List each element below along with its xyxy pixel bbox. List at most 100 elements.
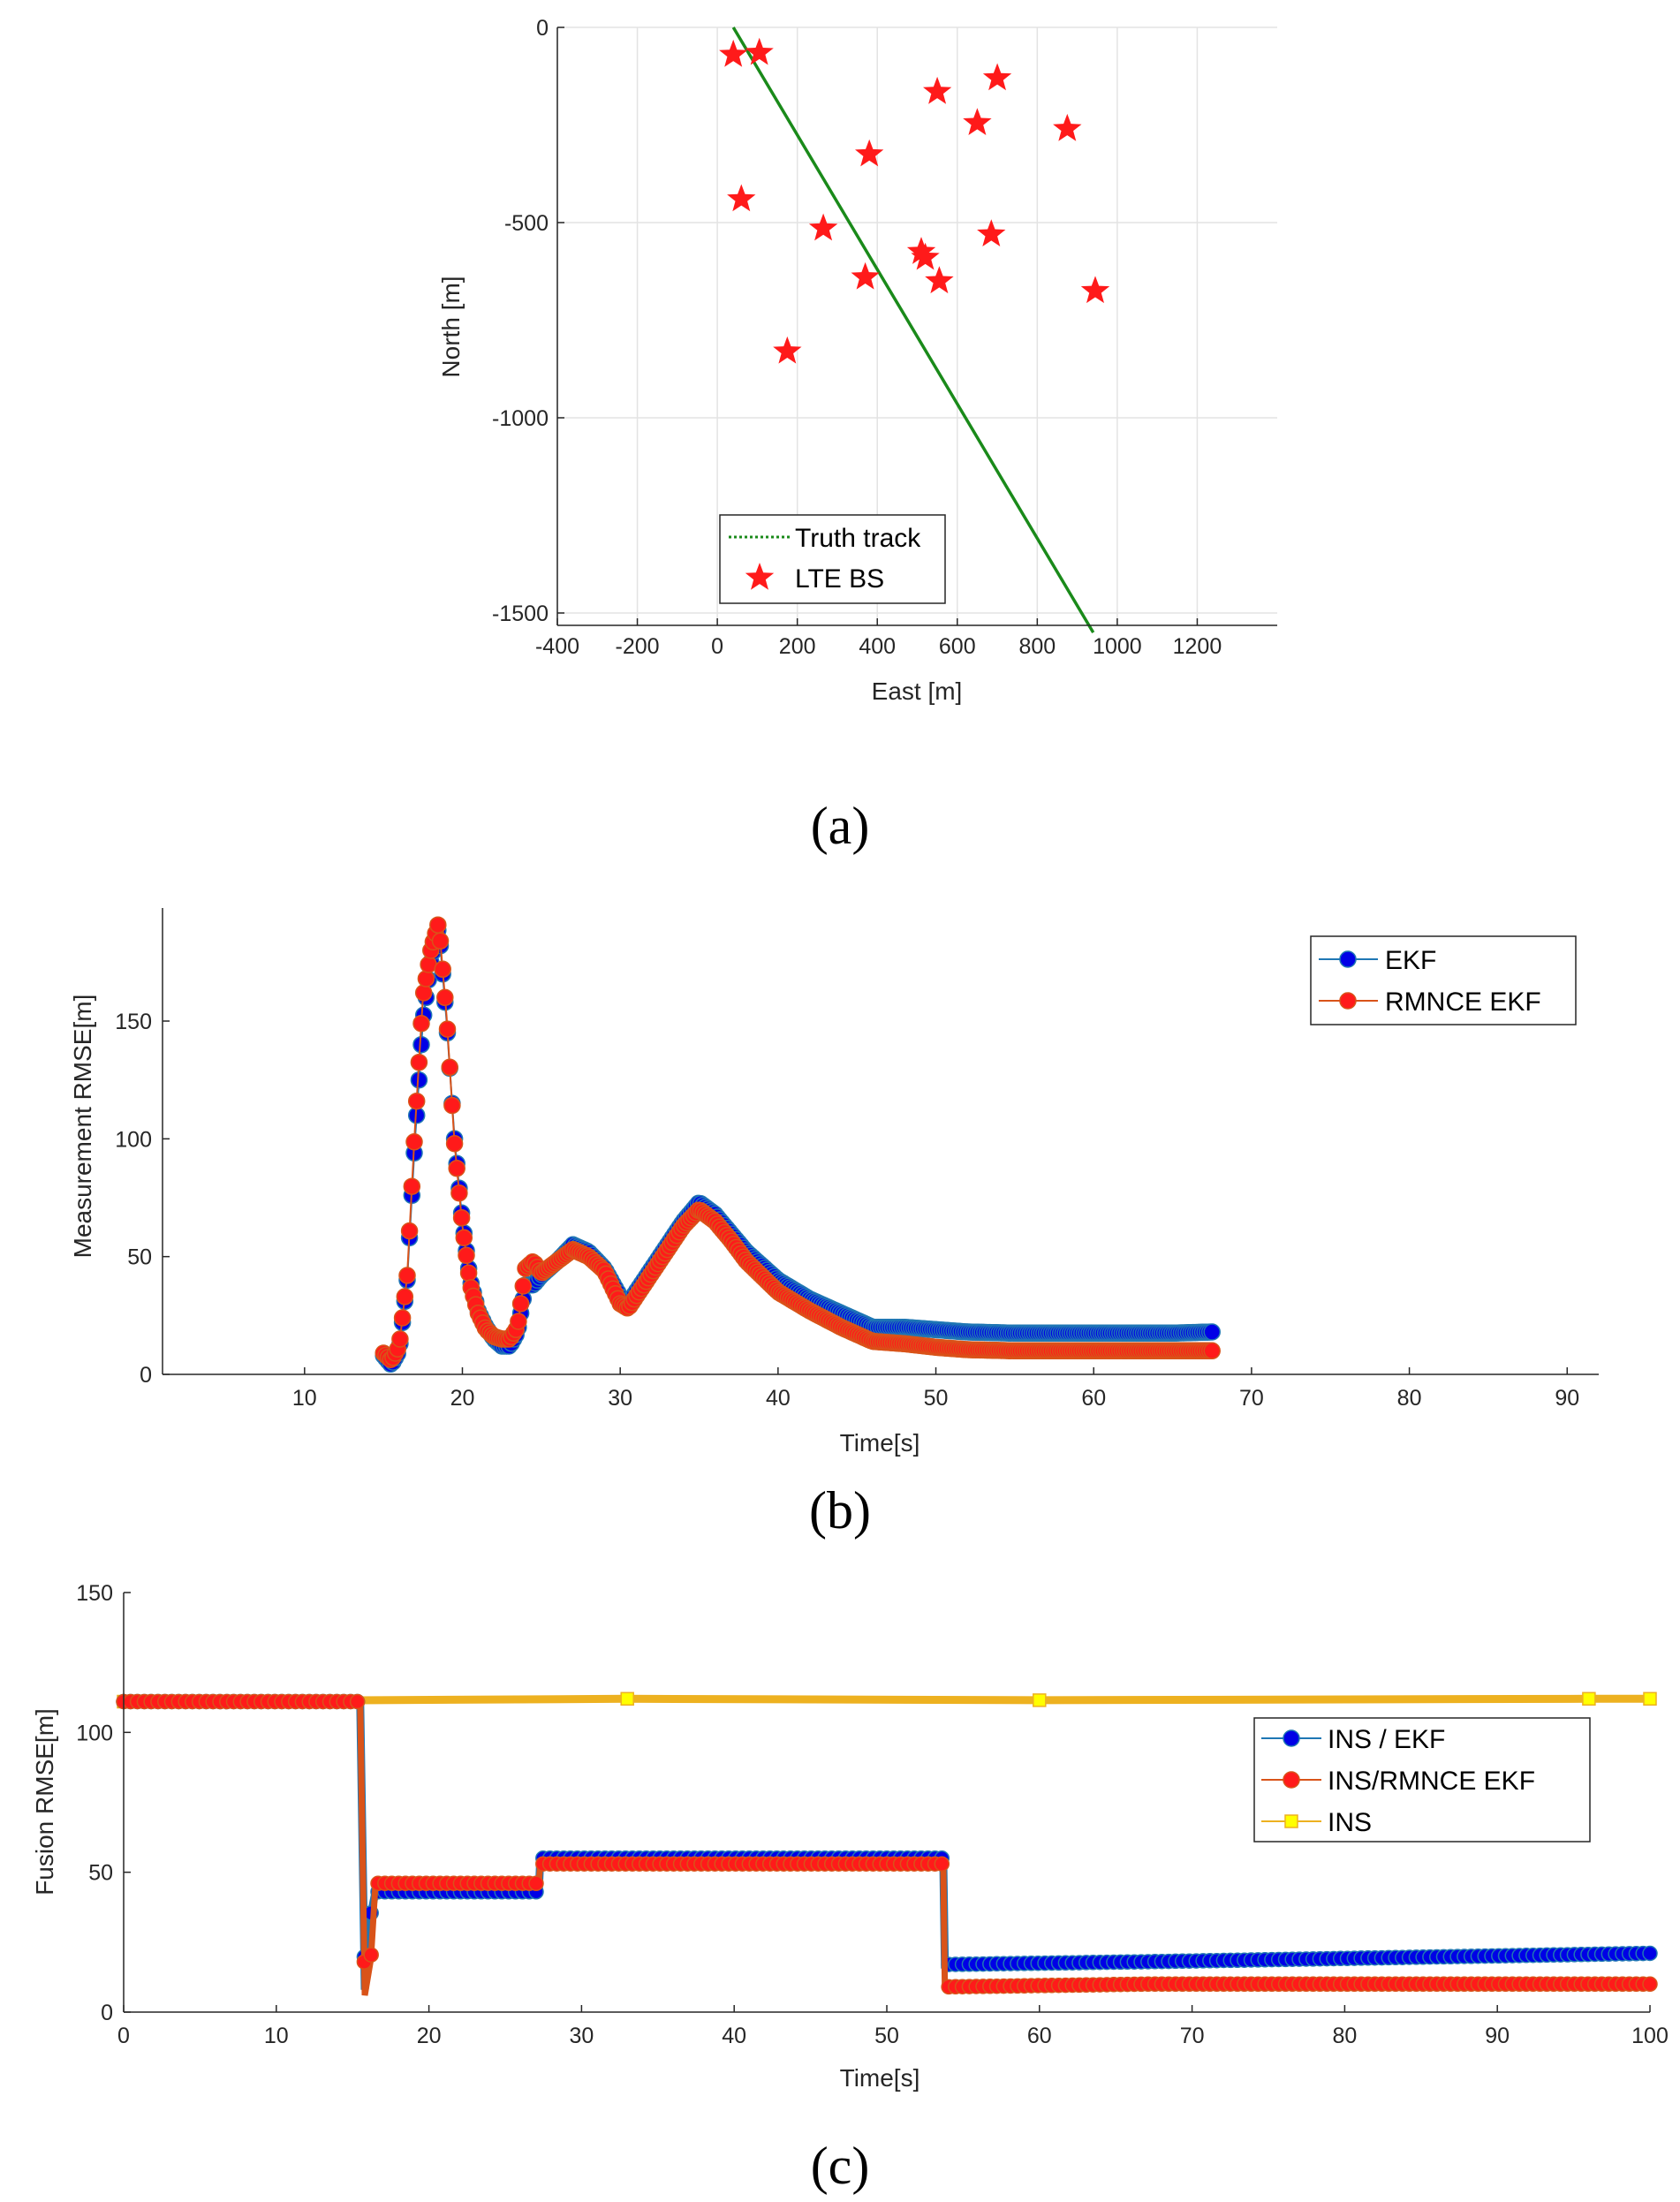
x-tick-label: 30 <box>608 1386 632 1411</box>
legend-ekf-marker <box>1339 950 1357 968</box>
ins-rmnce-ekf-point <box>349 1693 366 1710</box>
rmnce-ekf-point <box>438 1020 457 1038</box>
panel-a-tick-labels: -400 -200 0 200 400 600 800 1000 1200 0 -500 -1000 -… <box>492 16 1222 659</box>
rmnce-ekf-point <box>417 970 435 987</box>
ekf-point <box>412 1035 430 1054</box>
panel-b-legend: EKF RMNCE EKF <box>1310 935 1577 1025</box>
rmnce-ekf-point <box>403 1177 421 1195</box>
lte-bs-star <box>851 261 880 290</box>
panel-a-axes <box>556 26 1277 626</box>
y-tick-label: 150 <box>76 1581 113 1606</box>
lte-bs-star <box>982 63 1012 91</box>
y-tick-label: 0 <box>140 1363 152 1388</box>
rmnce-ekf-point <box>420 956 437 973</box>
y-tick-label: 0 <box>101 2001 113 2025</box>
lte-bs-star <box>911 242 940 270</box>
x-tick-label: 10 <box>292 1386 317 1411</box>
legend-ins-label: INS <box>1328 1808 1372 1837</box>
x-tick-label: 20 <box>417 2024 442 2048</box>
panel-c-legend: INS / EKF INS/RMNCE EKF INS <box>1253 1717 1591 1843</box>
legend-lte-bs-label: LTE BS <box>795 564 884 594</box>
legend-ekf-label: EKF <box>1385 946 1436 975</box>
x-tick-label: 1200 <box>1173 634 1222 659</box>
panel-b-caption: (b) <box>809 1481 871 1540</box>
rmnce-ekf-point <box>429 916 447 934</box>
panel-c-x-axis-label: Time[s] <box>840 2064 920 2092</box>
panel-a-caption: (a) <box>811 797 870 855</box>
rmnce-ekf-point <box>396 1288 414 1305</box>
panel-c-plot-area <box>116 1691 1658 1996</box>
x-tick-label: 90 <box>1555 1386 1579 1411</box>
y-tick-label: 100 <box>115 1127 152 1152</box>
y-tick-label: 0 <box>536 16 549 41</box>
ins-point <box>1582 1691 1596 1706</box>
legend-ins-rmnce-ekf-label: INS/RMNCE EKF <box>1328 1767 1535 1796</box>
x-tick-label: 20 <box>450 1386 475 1411</box>
lte-bs-star <box>773 336 802 364</box>
ins-rmnce-ekf-point <box>934 1856 950 1872</box>
x-tick-label: 40 <box>722 2024 746 2048</box>
x-tick-label: 0 <box>117 2024 130 2048</box>
panel-a-legend: Truth track LTE BS <box>719 514 946 604</box>
rmnce-ekf-point <box>398 1267 416 1284</box>
rmnce-ekf-point <box>412 1014 430 1033</box>
rmnce-ekf-point <box>514 1277 533 1295</box>
panel-c-caption: (c) <box>811 2137 870 2195</box>
x-tick-label: 800 <box>1018 634 1056 659</box>
x-tick-label: -200 <box>616 634 660 659</box>
ins-rmnce-ekf-point <box>1642 1976 1658 1993</box>
y-tick-label: 50 <box>88 1861 113 1886</box>
rmnce-ekf-point <box>400 1222 419 1240</box>
y-tick-label: 50 <box>127 1245 152 1270</box>
x-tick-label: 0 <box>711 634 723 659</box>
y-tick-label: -1000 <box>492 406 549 431</box>
rmnce-ekf-point <box>455 1229 473 1247</box>
legend-ins-ekf-marker <box>1283 1729 1300 1747</box>
rmnce-ekf-point <box>511 1295 530 1313</box>
ins-rmnce-ekf-point <box>528 1875 544 1892</box>
rmnce-ekf-point <box>393 1309 412 1327</box>
x-tick-label: 60 <box>1081 1386 1106 1411</box>
x-tick-label: 100 <box>1631 2024 1669 2048</box>
panel-c-axes <box>123 1592 1651 2013</box>
truth-track-line <box>731 26 1095 633</box>
lte-bs-star <box>963 108 992 135</box>
panel-b: 10 20 30 40 50 60 70 80 90 0 50 100 150 Time[s] Meas… <box>69 908 1599 1540</box>
lte-bs-star <box>1080 276 1110 304</box>
x-tick-label: 400 <box>859 634 896 659</box>
lte-bs-star <box>906 237 936 264</box>
ins-point <box>1033 1693 1047 1707</box>
x-tick-label: 80 <box>1397 1386 1422 1411</box>
panel-b-legend-box <box>1310 935 1577 1025</box>
rmnce-ekf-point <box>391 1330 409 1348</box>
panel-a-y-axis-label: North [m] <box>437 276 465 377</box>
legend-ins-marker <box>1284 1814 1298 1828</box>
panel-c-tick-labels: 0 10 20 30 40 50 60 70 80 90 100 0 50 100 150 <box>76 1581 1669 2048</box>
rmnce-ekf-point <box>405 1133 423 1151</box>
lte-bs-star <box>923 76 952 104</box>
x-tick-label: 1000 <box>1093 634 1142 659</box>
rmnce-ekf-point <box>448 1159 465 1177</box>
x-tick-label: 600 <box>939 634 976 659</box>
panel-c-y-axis-label: Fusion RMSE[m] <box>31 1708 58 1896</box>
x-tick-label: 60 <box>1027 2024 1052 2048</box>
y-tick-label: 150 <box>115 1010 152 1034</box>
ins-rmnce-ekf-series <box>116 1693 1658 1996</box>
legend-rmnce-ekf-marker <box>1339 992 1357 1010</box>
panel-b-axes <box>162 908 1599 1375</box>
rmnce-ekf-series <box>375 916 1221 1368</box>
lte-bs-star <box>745 37 774 65</box>
rmnce-ekf-point <box>445 1134 464 1153</box>
rmnce-ekf-point <box>450 1184 468 1202</box>
panel-b-tick-labels: 10 20 30 40 50 60 70 80 90 0 50 100 150 <box>115 1010 1579 1411</box>
x-tick-label: 200 <box>779 634 816 659</box>
ins-point <box>620 1691 634 1706</box>
x-tick-label: 70 <box>1180 2024 1205 2048</box>
rmnce-ekf-point <box>1203 1342 1221 1360</box>
lte-bs-star <box>1053 113 1082 141</box>
y-tick-label: -500 <box>504 211 549 236</box>
x-tick-label: 70 <box>1239 1386 1264 1411</box>
rmnce-ekf-point <box>441 1058 458 1077</box>
